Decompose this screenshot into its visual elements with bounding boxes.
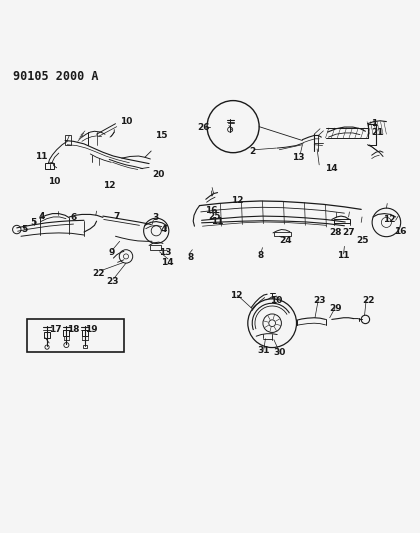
Text: 9: 9 xyxy=(108,248,115,257)
Text: 8: 8 xyxy=(257,251,263,260)
Text: 13: 13 xyxy=(292,153,304,162)
Bar xyxy=(82,329,88,336)
Text: 5: 5 xyxy=(21,225,27,235)
Text: 2: 2 xyxy=(249,147,255,156)
Text: 22: 22 xyxy=(362,296,375,304)
Text: 27: 27 xyxy=(342,228,355,237)
Text: 11: 11 xyxy=(35,152,47,161)
Bar xyxy=(27,319,124,352)
Text: 29: 29 xyxy=(329,304,341,313)
Text: 1: 1 xyxy=(371,119,377,128)
Text: 19: 19 xyxy=(85,325,98,334)
Bar xyxy=(150,245,161,249)
Text: 16: 16 xyxy=(205,206,217,215)
Text: 11: 11 xyxy=(337,251,350,260)
Bar xyxy=(274,232,291,236)
Text: 26: 26 xyxy=(197,123,210,132)
Bar xyxy=(44,332,50,338)
Text: 6: 6 xyxy=(71,213,77,222)
Text: 10: 10 xyxy=(270,296,283,305)
Text: 14: 14 xyxy=(161,258,173,267)
Text: 30: 30 xyxy=(273,348,286,357)
Text: 12: 12 xyxy=(103,181,116,190)
Text: 10: 10 xyxy=(48,177,61,186)
Text: 12: 12 xyxy=(383,215,396,224)
Text: 10: 10 xyxy=(120,117,132,126)
Text: 12: 12 xyxy=(230,292,243,301)
Text: 90105 2000 A: 90105 2000 A xyxy=(13,70,98,83)
Text: 23: 23 xyxy=(313,296,326,304)
Text: 31: 31 xyxy=(257,346,270,355)
Text: 4: 4 xyxy=(38,213,45,221)
Text: 13: 13 xyxy=(159,248,171,257)
Text: 16: 16 xyxy=(394,227,407,236)
Text: 20: 20 xyxy=(152,169,165,179)
Text: 4: 4 xyxy=(160,225,167,234)
Text: 24: 24 xyxy=(279,236,291,245)
Text: 23: 23 xyxy=(106,277,118,286)
Bar xyxy=(65,135,71,144)
Text: 3: 3 xyxy=(152,213,158,222)
Bar xyxy=(45,163,54,169)
Bar xyxy=(83,345,87,348)
Text: 21: 21 xyxy=(372,127,384,136)
Text: 28: 28 xyxy=(329,228,341,237)
Text: 14: 14 xyxy=(326,164,338,173)
Text: 17: 17 xyxy=(49,325,61,334)
Text: 25: 25 xyxy=(356,236,368,245)
Text: 11: 11 xyxy=(211,217,224,226)
Text: 18: 18 xyxy=(67,325,80,334)
Text: 25: 25 xyxy=(208,212,221,221)
Text: 5: 5 xyxy=(31,218,37,227)
Text: 12: 12 xyxy=(231,196,244,205)
Text: 8: 8 xyxy=(188,253,194,262)
Text: 22: 22 xyxy=(92,269,105,278)
Text: 7: 7 xyxy=(113,212,120,221)
Bar xyxy=(334,219,350,223)
Text: 15: 15 xyxy=(155,131,168,140)
Bar xyxy=(63,329,69,336)
